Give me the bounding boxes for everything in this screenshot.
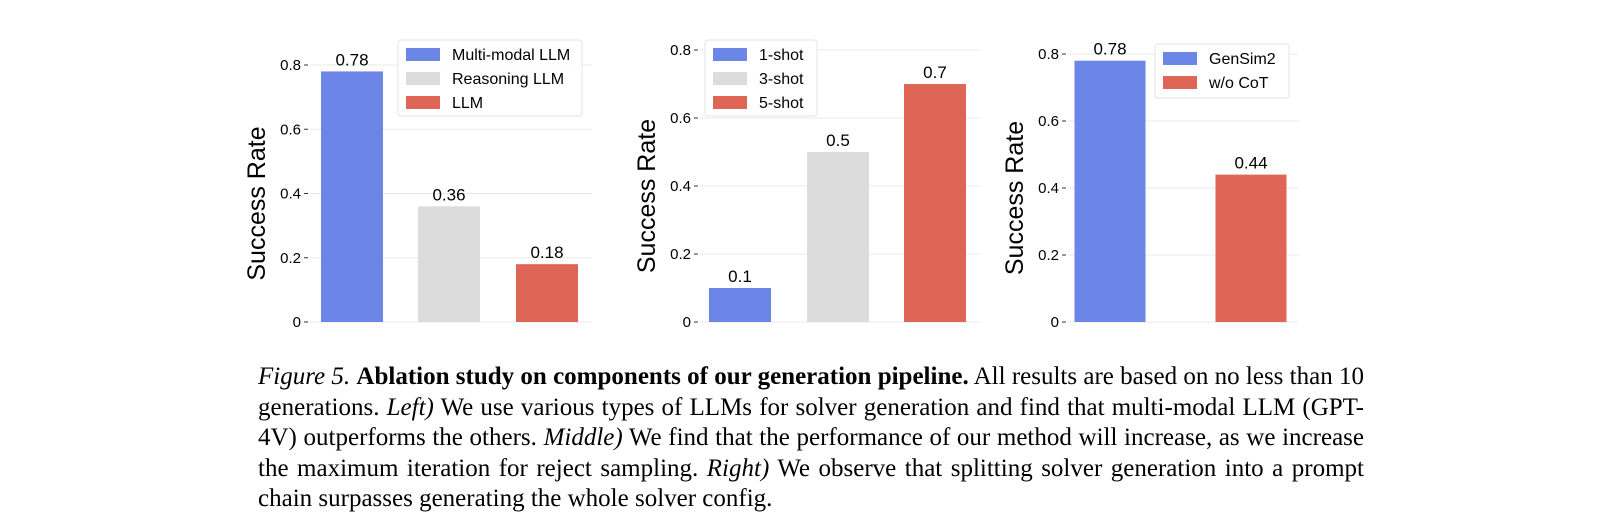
y-tick-label: 0 [293, 314, 301, 331]
bar-multi-modal-llm [321, 71, 383, 322]
y-tick-label: 0 [1051, 314, 1059, 331]
y-tick-label: 0.4 [670, 178, 691, 195]
legend-box [397, 39, 583, 117]
legend: Multi-modal LLM Reasoning LLM LLM [397, 39, 583, 117]
legend-label: 5-shot [759, 95, 804, 112]
legend-swatch [713, 48, 747, 61]
legend-label: Multi-modal LLM [452, 47, 570, 64]
y-tick-label: 0.2 [670, 246, 691, 263]
bar-value-label: 0.18 [530, 243, 563, 262]
caption-left-label: Left) [386, 393, 434, 421]
bar-reasoning-llm [418, 206, 480, 322]
y-tick-label: 0.4 [1038, 180, 1059, 197]
y-tick-label: 0.6 [670, 110, 691, 127]
caption-right-label: Right) [706, 454, 770, 482]
legend-label: 3-shot [759, 71, 804, 88]
bar-value-label: 0.36 [432, 185, 465, 204]
y-tick-label: 0.2 [280, 250, 301, 267]
bar-w-o-cot [1215, 174, 1287, 322]
y-axis-label: Success Rate [633, 119, 661, 273]
bar-llm [516, 264, 578, 322]
y-tick-label: 0.6 [1038, 113, 1059, 130]
caption-text: All results are based on no less than 10… [258, 363, 1365, 421]
y-tick-label: 0.2 [1038, 247, 1059, 264]
legend-label: 1-shot [759, 47, 804, 64]
legend-swatch [713, 72, 747, 85]
y-tick-label: 0.4 [280, 186, 301, 203]
chart-2: 0 0.2 0.4 0.6 0.8 Success Rate 0.1 0.5 0.7 1-shot… [633, 39, 980, 331]
bar-5-shot [904, 84, 966, 322]
y-tick-label: 0.8 [280, 57, 301, 74]
bar-value-label: 0.44 [1234, 154, 1267, 173]
legend-swatch [406, 48, 440, 61]
caption-left-text: We use various types of LLMs for solver … [258, 393, 1364, 452]
chart-3: 0 0.2 0.4 0.6 0.8 Success Rate 0.78 0.44 GenSim2… [1001, 40, 1298, 331]
legend-label: LLM [452, 95, 483, 112]
bar-value-label: 0.7 [923, 63, 947, 82]
caption-title: Ablation study on components of our gene… [356, 363, 969, 390]
caption-middle-text: We find that the performance of our meth… [258, 424, 1364, 482]
bar-gensim2 [1074, 60, 1146, 322]
legend-swatch [1163, 76, 1197, 89]
legend-swatch [713, 96, 747, 109]
caption-right-text: We observe that splitting solver generat… [258, 454, 1364, 513]
legend-swatch [406, 72, 440, 85]
y-tick-label: 0.8 [1038, 46, 1059, 63]
legend-label: GenSim2 [1209, 51, 1276, 68]
bar-value-label: 0.78 [1093, 40, 1126, 59]
legend-label: Reasoning LLM [452, 71, 564, 88]
y-axis-label: Success Rate [1001, 121, 1029, 275]
legend: GenSim2 w/o CoT [1154, 43, 1290, 99]
bar-value-label: 0.1 [728, 267, 752, 286]
bar-3-shot [807, 152, 869, 322]
bar-value-label: 0.5 [826, 131, 850, 150]
y-tick-label: 0 [683, 314, 691, 331]
y-tick-label: 0.8 [670, 42, 691, 59]
legend-label: w/o CoT [1208, 75, 1269, 92]
y-axis-label: Success Rate [243, 126, 271, 280]
y-tick-label: 0.6 [280, 121, 301, 138]
figure-caption: Figure 5. Ablation study on components o… [258, 362, 1364, 515]
figure-charts: 0 0.2 0.4 0.6 0.8 Success Rate 0.78 0.36 0.18 Mul… [243, 39, 1298, 331]
figure-label: Figure 5. [258, 363, 351, 390]
caption-middle-label: Middle) [543, 424, 623, 451]
legend: 1-shot 3-shot 5-shot [704, 39, 818, 117]
chart-1: 0 0.2 0.4 0.6 0.8 Success Rate 0.78 0.36 0.18 Mul… [243, 39, 592, 331]
bar-1-shot [709, 288, 771, 322]
bar-value-label: 0.78 [335, 50, 368, 69]
legend-swatch [406, 96, 440, 109]
legend-swatch [1163, 52, 1197, 65]
